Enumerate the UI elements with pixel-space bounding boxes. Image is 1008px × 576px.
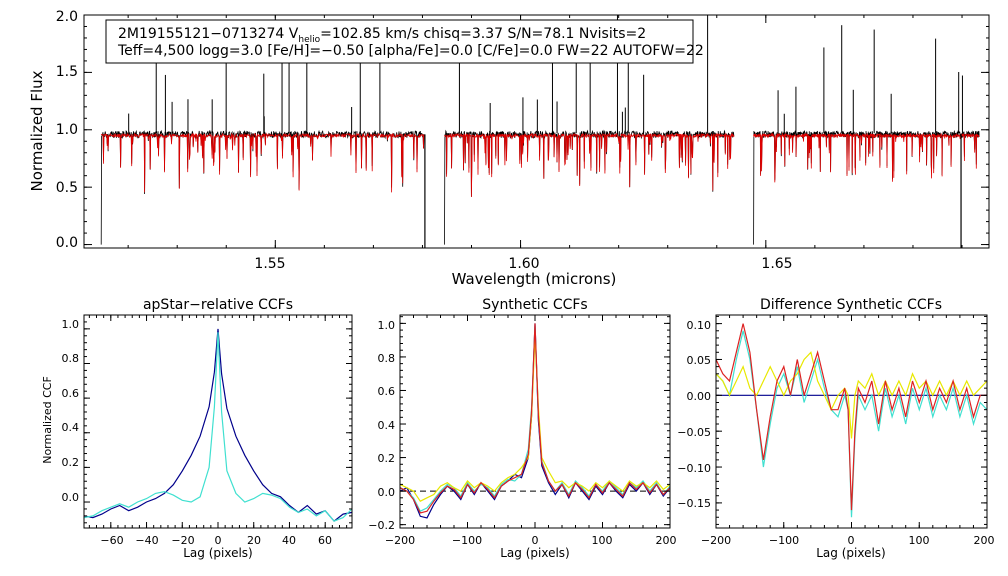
apstar-ccf-ytick-label: 0.6: [62, 387, 80, 400]
synthetic-ccf-ytick-label: 0.0: [378, 486, 396, 499]
spectrum-xtick-label: 1.65: [761, 256, 792, 272]
apstar-ccf-ytick-label: 1.0: [62, 318, 80, 331]
apstar-ccf-data-layer: [83, 328, 353, 522]
synthetic-ccf-xtick-label: −200: [385, 534, 415, 547]
synthetic-ccf-title: Synthetic CCFs: [482, 297, 587, 313]
ccf-series-blue: [399, 323, 671, 519]
difference-ccf-xtick-label: 100: [909, 534, 930, 547]
apstar-ccf-title: apStar−relative CCFs: [143, 297, 293, 313]
synthetic-ccf-data-layer: [399, 323, 671, 519]
synthetic-ccf-ytick-label: −0.2: [368, 519, 395, 532]
synthetic-ccf-ytick-label: 0.8: [378, 352, 396, 365]
apstar-ccf-ytick-label: 0.8: [62, 352, 80, 365]
spectrum-observed-chip-3: [753, 130, 980, 245]
spectrum-ytick-label: 0.5: [56, 180, 78, 196]
spectrum-data-layer: [100, 15, 980, 248]
difference-ccf-ytick-label: −0.05: [677, 426, 711, 439]
apstar-ccf-xtick-label: 40: [282, 534, 296, 547]
ccf-series-turquoise: [715, 330, 988, 518]
apstar-ccf-xtick-label: −60: [100, 534, 123, 547]
synthetic-ccf-ytick-label: 0.4: [378, 419, 396, 432]
difference-ccf-data-layer: [715, 323, 988, 518]
spectrum-ytick-label: 1.5: [56, 64, 78, 80]
synthetic-ccf-tick-marks: [399, 315, 671, 528]
spectrum-ytick-label: 2.0: [56, 9, 78, 25]
synthetic-ccf-xtick-label: 100: [592, 534, 613, 547]
synthetic-ccf-ytick-label: 1.0: [378, 319, 396, 332]
difference-ccf-xtick-label: 200: [974, 534, 995, 547]
spectrum-model-chip-3: [753, 132, 980, 183]
difference-ccf-panel: Difference Synthetic CCFs Lag (pixels) −…: [677, 297, 994, 560]
info-box-frame: [105, 19, 694, 64]
difference-ccf-title: Difference Synthetic CCFs: [760, 297, 942, 313]
ccf-series-yellow: [399, 336, 671, 502]
difference-ccf-xtick-label: −200: [701, 534, 731, 547]
apstar-ccf-xtick-label: 0: [215, 534, 222, 547]
synthetic-ccf-xtick-label: 200: [656, 534, 677, 547]
difference-ccf-ytick-label: 0.10: [687, 319, 712, 332]
apstar-ccf-frame: [83, 314, 353, 529]
info-stats: =102.85 km/s chisq=3.37 S/N=78.1 Nvisits…: [320, 26, 646, 42]
difference-ccf-ytick-label: −0.15: [677, 497, 711, 510]
info-line-2: Teff=4,500 logg=3.0 [Fe/H]=−0.50 [alpha/…: [117, 43, 704, 59]
apstar-ccf-ylabel: Normalized CCF: [41, 376, 54, 464]
spectrum-xlabel: Wavelength (microns): [452, 270, 617, 288]
difference-ccf-ytick-label: 0.00: [687, 390, 712, 403]
difference-ccf-tick-marks: [715, 315, 988, 528]
spectrum-xtick-label: 1.55: [254, 256, 285, 272]
spectrum-ytick-label: 1.0: [56, 122, 78, 138]
apstar-ccf-ytick-label: 0.2: [62, 456, 80, 469]
spectrum-frame: [83, 14, 990, 249]
difference-ccf-xlabel: Lag (pixels): [816, 546, 886, 560]
spectrum-xtick-label: 1.60: [508, 256, 539, 272]
spectrum-tick-marks: [84, 14, 989, 248]
difference-ccf-ytick-label: −0.10: [677, 462, 711, 475]
info-line-1: 2M19155121−0713274 Vhelio=102.85 km/s ch…: [118, 26, 646, 45]
apstar-ccf-ytick-label: 0.4: [62, 421, 80, 434]
difference-ccf-xtick-label: −100: [769, 534, 799, 547]
synthetic-ccf-panel: Synthetic CCFs Lag (pixels) −200 −100 0 …: [368, 297, 676, 560]
apstar-ccf-xtick-label: 20: [247, 534, 261, 547]
ccf-series-red: [715, 323, 987, 511]
apstar-ccf-ytick-label: 0.0: [62, 491, 80, 504]
ccf-series-yellow: [715, 351, 988, 439]
ccf-series-visit-1: [83, 328, 353, 522]
apstar-ccf-xtick-label: −40: [135, 534, 158, 547]
apstar-ccf-tick-marks: [84, 315, 352, 528]
apstar-ccf-panel: apStar−relative CCFs Lag (pixels) Normal…: [41, 297, 353, 560]
spectrum-model-chip-1: [100, 132, 426, 193]
ccf-series-visit-2: [83, 332, 353, 522]
info-box: 2M19155121−0713274 Vhelio=102.85 km/s ch…: [105, 19, 704, 64]
synthetic-ccf-ytick-label: 0.6: [378, 385, 396, 398]
apstar-ccf-xtick-label: 60: [318, 534, 332, 547]
apstar-ccf-xtick-label: −20: [171, 534, 194, 547]
apstar-ccf-xlabel: Lag (pixels): [183, 546, 253, 560]
ccf-series-red: [399, 323, 671, 514]
spectrum-ytick-label: 0.0: [56, 235, 78, 251]
spectrum-model-chip-2: [444, 132, 735, 198]
difference-ccf-xtick-label: 0: [848, 534, 855, 547]
synthetic-ccf-xtick-label: 0: [532, 534, 539, 547]
synthetic-ccf-xtick-label: −100: [452, 534, 482, 547]
info-subscript: helio: [298, 35, 320, 45]
info-star-velocity-label: 2M19155121−0713274 V: [118, 26, 299, 42]
difference-ccf-ytick-label: 0.05: [687, 354, 712, 367]
spectrum-ylabel: Normalized Flux: [28, 70, 46, 191]
synthetic-ccf-xlabel: Lag (pixels): [500, 546, 570, 560]
spectrum-panel: 1.55 1.60 1.65 0.0 0.5 1.0 1.5 2.0 Wavel…: [28, 9, 990, 288]
synthetic-ccf-ytick-label: 0.2: [378, 452, 396, 465]
